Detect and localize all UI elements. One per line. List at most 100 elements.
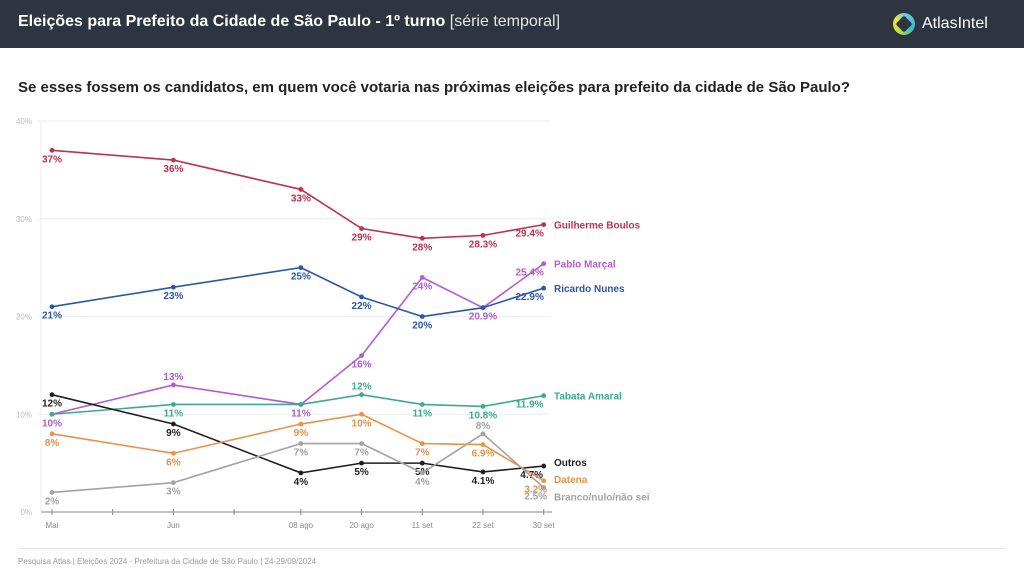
- y-tick-label: 10%: [16, 410, 32, 419]
- data-point: [541, 463, 547, 469]
- data-label: 28%: [412, 242, 432, 253]
- data-label: 11%: [291, 408, 311, 419]
- data-point: [541, 261, 547, 267]
- data-point: [480, 469, 486, 475]
- x-tick-label: 30 set: [533, 521, 556, 530]
- atlasintel-logo: AtlasIntel: [893, 11, 988, 37]
- data-label: 25%: [291, 272, 311, 283]
- data-point: [171, 480, 176, 486]
- data-label: 12%: [42, 399, 62, 410]
- data-label: 29%: [352, 233, 372, 244]
- data-point: [298, 187, 304, 192]
- y-tick-label: 40%: [16, 117, 32, 126]
- data-label: 7%: [354, 448, 369, 459]
- data-point: [480, 431, 486, 437]
- data-point: [480, 232, 486, 238]
- data-label: 2%: [45, 496, 60, 507]
- data-point: [298, 470, 304, 476]
- y-tick-label: 30%: [16, 215, 32, 224]
- page-title-sub: [série temporal]: [449, 13, 561, 30]
- x-tick-label: Mai: [46, 521, 59, 530]
- data-label: 7%: [294, 448, 309, 459]
- data-label: 5%: [354, 467, 369, 478]
- data-label: 22.9%: [515, 292, 543, 303]
- data-label: 21%: [42, 311, 62, 322]
- x-tick-label: 20 ago: [349, 521, 374, 530]
- data-point: [298, 402, 304, 407]
- data-label: 6%: [166, 457, 181, 468]
- data-point: [419, 460, 425, 466]
- data-label: 3.2%: [524, 485, 547, 496]
- data-label: 20%: [412, 321, 432, 332]
- data-label: 8%: [45, 438, 60, 449]
- series-line: [51, 263, 545, 416]
- chart-question: Se esses fossem os candidatos, em quem v…: [18, 79, 850, 96]
- data-point: [359, 411, 364, 417]
- top-bar: Eleições para Prefeito da Cidade de São …: [0, 0, 1024, 48]
- data-point: [480, 442, 486, 447]
- x-tick-label: 11 set: [412, 521, 434, 530]
- legend-label: Guilherme Boulos: [554, 221, 641, 232]
- data-point: [480, 404, 486, 409]
- data-label: 23%: [163, 291, 183, 302]
- data-point: [171, 402, 176, 407]
- data-point: [419, 235, 425, 241]
- data-label: 10.8%: [469, 410, 497, 421]
- data-point: [171, 421, 176, 427]
- data-point: [541, 222, 547, 228]
- data-label: 11%: [164, 408, 184, 419]
- legend-label: Outros: [554, 458, 587, 469]
- data-label: 8%: [476, 421, 491, 432]
- data-point: [541, 285, 547, 291]
- data-label: 16%: [352, 360, 372, 371]
- data-point: [541, 393, 547, 399]
- data-label: 20.9%: [469, 312, 497, 323]
- footer-divider: [18, 548, 1006, 549]
- footer-source: Pesquisa Atlas | Eleições 2024 - Prefeit…: [18, 557, 317, 566]
- data-point: [419, 275, 425, 280]
- data-point: [359, 460, 364, 466]
- data-label: 12%: [352, 382, 372, 393]
- data-point: [419, 314, 425, 319]
- data-label: 9%: [166, 428, 181, 439]
- data-point: [541, 478, 547, 484]
- data-point: [359, 441, 364, 446]
- data-point: [171, 450, 176, 456]
- data-label: 9%: [294, 428, 309, 439]
- data-label: 24%: [412, 281, 432, 292]
- x-tick-label: Jun: [167, 521, 180, 530]
- legend-label: Branco/nulo/não sei: [554, 492, 650, 503]
- data-point: [419, 470, 425, 476]
- page-title-main: Eleições para Prefeito da Cidade de São …: [18, 13, 446, 30]
- data-label: 13%: [163, 372, 183, 383]
- atlasintel-logo-icon: [893, 13, 915, 35]
- data-point: [298, 421, 304, 427]
- data-label: 2.5%: [524, 492, 547, 503]
- data-label: 11%: [413, 408, 433, 419]
- page-title: Eleições para Prefeito da Cidade de São …: [18, 13, 560, 31]
- line-chart: 0% 10% 20% 30% 40% Mai Jun 08 ago 20 ago 11 set 22…: [16, 117, 650, 530]
- legend-label: Ricardo Nunes: [554, 284, 625, 295]
- data-point: [359, 353, 364, 358]
- data-label: 10%: [42, 418, 62, 429]
- data-point: [49, 411, 55, 417]
- legend-label: Datena: [554, 475, 588, 486]
- data-label: 28.3%: [469, 239, 497, 250]
- data-point: [359, 226, 364, 231]
- data-point: [49, 147, 55, 153]
- y-tick-label: 20%: [16, 313, 32, 322]
- data-point: [171, 284, 176, 290]
- data-label: 37%: [42, 154, 62, 165]
- data-point: [49, 304, 55, 310]
- y-tick-label: 0%: [20, 508, 32, 517]
- data-label: 11.9%: [516, 400, 544, 411]
- data-label: 4%: [294, 477, 309, 488]
- data-point: [298, 441, 304, 446]
- data-point: [359, 294, 364, 300]
- data-point: [541, 485, 547, 490]
- x-tick-label: 22 set: [472, 521, 495, 530]
- data-label: 6.9%: [472, 449, 495, 460]
- legend-label: Tabata Amaral: [554, 392, 622, 403]
- data-point: [171, 382, 176, 388]
- logo-text: AtlasIntel: [922, 15, 988, 32]
